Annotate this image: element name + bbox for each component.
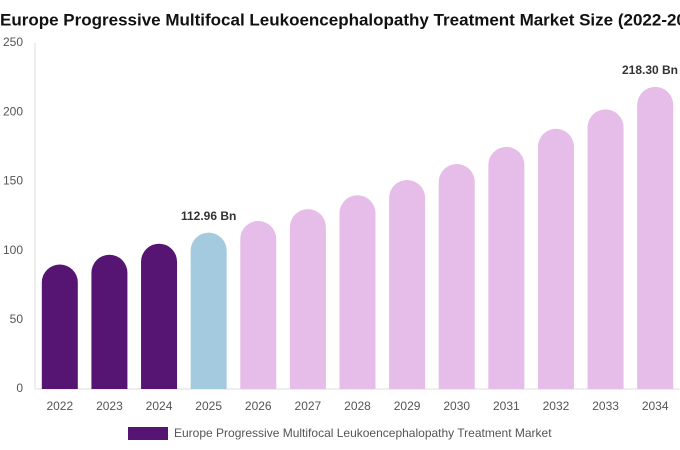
bar (587, 109, 624, 389)
y-tick-label: 100 (3, 243, 23, 257)
y-tick-label: 0 (16, 381, 23, 395)
x-tick-label: 2025 (195, 399, 222, 413)
bar (141, 243, 178, 389)
bar (637, 86, 674, 389)
x-tick-label: 2023 (96, 399, 123, 413)
x-tick-label: 2031 (493, 399, 520, 413)
bar (389, 180, 426, 389)
x-tick-label: 2033 (592, 399, 619, 413)
bar (289, 209, 326, 389)
x-tick-label: 2026 (245, 399, 272, 413)
legend-label: Europe Progressive Multifocal Leukoencep… (174, 426, 552, 440)
x-tick-label: 2032 (543, 399, 570, 413)
value-label: 218.30 Bn (622, 63, 678, 77)
value-label: 112.96 Bn (181, 209, 236, 223)
x-tick-label: 2029 (394, 399, 421, 413)
bar (240, 220, 277, 389)
y-tick-label: 250 (3, 35, 23, 49)
bar (339, 195, 376, 389)
bar (537, 128, 574, 390)
y-tick-label: 50 (10, 312, 24, 326)
legend-swatch (128, 427, 168, 440)
x-tick-label: 2034 (642, 399, 669, 413)
x-tick-label: 2030 (443, 399, 470, 413)
bar (438, 163, 475, 389)
y-tick-label: 200 (3, 104, 23, 118)
x-tick-label: 2027 (295, 399, 322, 413)
bar (488, 146, 525, 389)
chart-title: Europe Progressive Multifocal Leukoencep… (0, 10, 680, 29)
x-tick-label: 2022 (46, 399, 73, 413)
y-tick-label: 150 (3, 174, 23, 188)
bar (190, 232, 227, 389)
bar (91, 254, 128, 389)
x-tick-label: 2028 (344, 399, 371, 413)
bar (41, 264, 78, 389)
x-tick-label: 2024 (146, 399, 173, 413)
